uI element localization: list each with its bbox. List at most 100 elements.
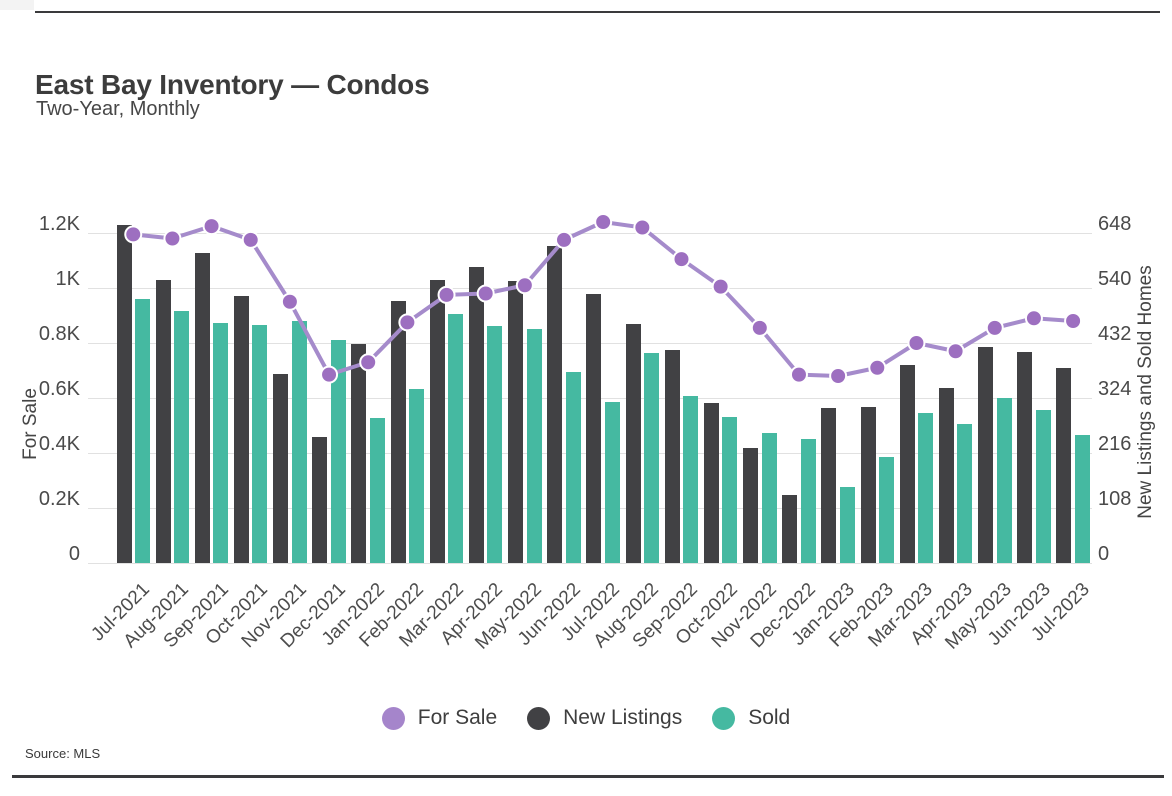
forsale-point-Nov-2021[interactable]: [280, 292, 299, 311]
bar-sold-Dec-2022[interactable]: [800, 439, 816, 563]
for-sale-swatch-icon: [381, 706, 405, 730]
bar-sold-Jun-2023[interactable]: [1035, 410, 1051, 563]
bar-sold-Aug-2021[interactable]: [174, 310, 190, 563]
bar-sold-Sep-2022[interactable]: [683, 395, 699, 563]
forsale-point-Dec-2022[interactable]: [789, 365, 808, 384]
y-axis-left-tick: 1K: [55, 268, 80, 290]
bar-new-listings-Jun-2023[interactable]: [1017, 352, 1033, 563]
y-axis-right-tick: 540: [1098, 268, 1132, 290]
forsale-point-Jun-2022[interactable]: [555, 230, 574, 249]
legend: For Sale New Listings Sold: [0, 706, 1172, 730]
y-axis-right-tick: 324: [1098, 378, 1132, 400]
bar-sold-Sep-2021[interactable]: [213, 323, 229, 563]
bar-new-listings-Nov-2021[interactable]: [273, 374, 289, 563]
bar-new-listings-Sep-2022[interactable]: [664, 350, 680, 563]
bar-new-listings-Feb-2023[interactable]: [860, 407, 876, 563]
bar-new-listings-Aug-2022[interactable]: [625, 324, 641, 563]
bar-sold-Oct-2022[interactable]: [722, 416, 738, 563]
bar-sold-May-2023[interactable]: [996, 398, 1012, 563]
bar-new-listings-Jan-2022[interactable]: [351, 343, 367, 563]
bar-new-listings-Dec-2022[interactable]: [782, 494, 798, 563]
bar-sold-Apr-2022[interactable]: [487, 326, 503, 563]
bar-sold-Dec-2021[interactable]: [330, 339, 346, 563]
top-divider: [35, 11, 1160, 13]
forsale-point-Mar-2023[interactable]: [907, 334, 926, 352]
bar-sold-Feb-2022[interactable]: [409, 388, 425, 563]
y-axis-left-tick: 0.6K: [38, 378, 80, 400]
bar-sold-Mar-2022[interactable]: [448, 313, 464, 563]
forsale-point-Oct-2021[interactable]: [241, 230, 260, 249]
bar-new-listings-Mar-2023[interactable]: [899, 364, 915, 563]
y-axis-left-tick: 0: [68, 543, 80, 565]
bar-sold-Nov-2021[interactable]: [291, 321, 307, 563]
forsale-point-Jan-2022[interactable]: [359, 353, 378, 372]
bar-sold-Jun-2022[interactable]: [565, 372, 581, 563]
legend-label: New Listings: [563, 706, 683, 729]
bar-new-listings-Jul-2023[interactable]: [1056, 367, 1072, 563]
legend-label: For Sale: [417, 706, 498, 729]
bar-new-listings-Jul-2021[interactable]: [116, 224, 132, 563]
bar-new-listings-May-2022[interactable]: [508, 280, 524, 563]
y-axis-title-left: For Sale: [20, 388, 41, 460]
bar-sold-Jan-2022[interactable]: [369, 417, 385, 563]
bar-sold-May-2022[interactable]: [526, 329, 542, 563]
bar-new-listings-Aug-2021[interactable]: [155, 279, 171, 563]
forsale-point-Dec-2021[interactable]: [320, 365, 339, 384]
bar-sold-Jul-2021[interactable]: [135, 299, 150, 563]
forsale-point-Nov-2022[interactable]: [750, 318, 769, 337]
chart-subtitle: Two-Year, Monthly: [36, 98, 200, 120]
new-listings-swatch-icon: [527, 706, 551, 730]
forsale-point-Oct-2022[interactable]: [711, 277, 730, 296]
bar-new-listings-Apr-2022[interactable]: [468, 267, 484, 563]
forsale-point-May-2023[interactable]: [985, 318, 1004, 337]
forsale-point-Sep-2021[interactable]: [202, 217, 221, 236]
legend-item-new-listings[interactable]: New Listings: [527, 706, 682, 730]
bar-new-listings-May-2023[interactable]: [978, 347, 994, 563]
forsale-point-Jul-2022[interactable]: [594, 213, 613, 231]
bottom-divider: [12, 775, 1164, 778]
bar-new-listings-Jul-2022[interactable]: [586, 294, 602, 563]
forsale-point-Apr-2022[interactable]: [476, 284, 495, 303]
bar-sold-Jan-2023[interactable]: [839, 487, 855, 563]
forsale-point-Sep-2022[interactable]: [672, 250, 691, 269]
screen-corner-notch: [0, 0, 34, 10]
forsale-point-Mar-2022[interactable]: [437, 285, 456, 304]
forsale-point-Jul-2023[interactable]: [1064, 312, 1083, 330]
bar-new-listings-Jun-2022[interactable]: [547, 246, 563, 563]
y-axis-title-right: New Listings and Sold Homes: [1135, 265, 1156, 519]
bar-new-listings-Oct-2021[interactable]: [233, 296, 249, 563]
y-axis-right-tick: 108: [1098, 488, 1132, 510]
bar-new-listings-Mar-2022[interactable]: [429, 279, 445, 563]
bar-sold-Aug-2022[interactable]: [644, 353, 660, 563]
forsale-point-Aug-2021[interactable]: [163, 229, 182, 248]
bar-new-listings-Jan-2023[interactable]: [821, 407, 837, 563]
source-note: Source: MLS: [25, 746, 101, 761]
forsale-point-Feb-2023[interactable]: [868, 358, 887, 377]
forsale-point-Aug-2022[interactable]: [633, 218, 652, 237]
bar-new-listings-Oct-2022[interactable]: [703, 403, 719, 563]
bar-sold-Oct-2021[interactable]: [252, 325, 268, 563]
bar-new-listings-Feb-2022[interactable]: [390, 301, 406, 563]
forsale-point-Jun-2023[interactable]: [1024, 309, 1043, 328]
bar-new-listings-Apr-2023[interactable]: [938, 387, 954, 563]
forsale-point-Apr-2023[interactable]: [946, 342, 965, 361]
bar-sold-Feb-2023[interactable]: [879, 457, 895, 563]
bar-sold-Jul-2022[interactable]: [604, 402, 620, 563]
legend-item-for-sale[interactable]: For Sale: [381, 706, 498, 730]
forsale-point-Feb-2022[interactable]: [398, 313, 417, 332]
forsale-point-Jan-2023[interactable]: [829, 367, 848, 385]
bar-new-listings-Dec-2021[interactable]: [312, 436, 328, 563]
bar-new-listings-Nov-2022[interactable]: [743, 447, 759, 563]
bar-sold-Nov-2022[interactable]: [761, 433, 777, 563]
bar-sold-Jul-2023[interactable]: [1074, 435, 1090, 563]
y-axis-right-tick: 432: [1098, 323, 1132, 345]
forsale-point-May-2022[interactable]: [515, 276, 534, 295]
y-axis-left-tick: 1.2K: [38, 213, 80, 235]
y-axis-right-tick: 216: [1098, 433, 1132, 455]
forsale-point-Jul-2021[interactable]: [124, 225, 143, 244]
bar-sold-Mar-2023[interactable]: [918, 412, 934, 563]
bar-sold-Apr-2023[interactable]: [957, 423, 973, 563]
bar-new-listings-Sep-2021[interactable]: [194, 252, 210, 563]
legend-item-sold[interactable]: Sold: [712, 706, 790, 730]
